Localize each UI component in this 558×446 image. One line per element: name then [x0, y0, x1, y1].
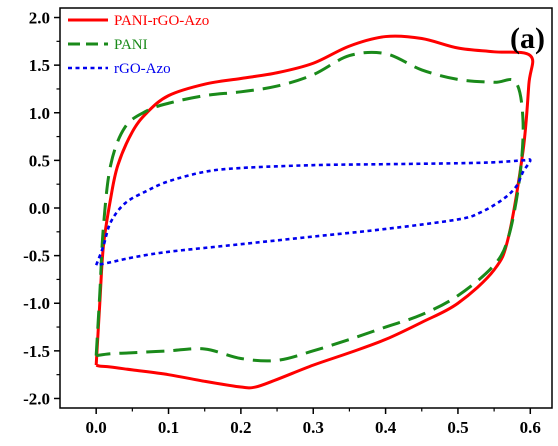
- x-tick-label: 0.6: [520, 418, 541, 437]
- x-tick-label: 0.2: [230, 418, 251, 437]
- y-tick-label: 0.5: [29, 151, 50, 170]
- y-tick-label: -2.0: [23, 389, 50, 408]
- y-tick-label: 1.0: [29, 104, 50, 123]
- panel-label: (a): [510, 22, 545, 55]
- series-layer: [94, 34, 535, 390]
- x-tick-label: 0.5: [447, 418, 468, 437]
- axis-ticks: 0.0 0.1 0.2 0.3 0.4 0.5 0.6 -2.0 -1.5 -1.0 -0.5 0.0…: [23, 9, 541, 437]
- y-tick-label: -0.5: [23, 247, 50, 266]
- series-line-pani: [94, 50, 525, 363]
- legend-label: PANI-rGO-Azo: [114, 13, 209, 29]
- x-tick-label: 0.1: [158, 418, 179, 437]
- series-line-pani-rgo-azo: [94, 34, 535, 390]
- y-tick-label: -1.5: [23, 342, 50, 361]
- y-tick-label: 0.0: [29, 199, 50, 218]
- legend-label: PANI: [114, 37, 148, 53]
- legend-label: rGO-Azo: [114, 61, 171, 77]
- y-tick-label: 1.5: [29, 56, 50, 75]
- legend: PANI-rGO-Azo PANI rGO-Azo: [68, 13, 209, 77]
- x-tick-label: 0.0: [86, 418, 107, 437]
- y-tick-label: -1.0: [23, 294, 50, 313]
- y-tick-label: 2.0: [29, 9, 50, 28]
- x-tick-label: 0.4: [375, 418, 397, 437]
- series-line-rgo-azo: [94, 158, 532, 267]
- x-tick-label: 0.3: [303, 418, 324, 437]
